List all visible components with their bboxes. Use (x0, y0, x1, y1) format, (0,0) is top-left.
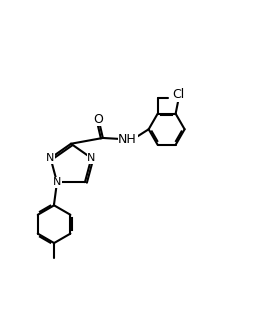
Text: NH: NH (118, 133, 136, 146)
Text: N: N (53, 177, 61, 187)
Text: N: N (46, 153, 55, 163)
Text: Cl: Cl (172, 88, 184, 101)
Text: O: O (93, 113, 103, 125)
Text: N: N (87, 153, 95, 163)
